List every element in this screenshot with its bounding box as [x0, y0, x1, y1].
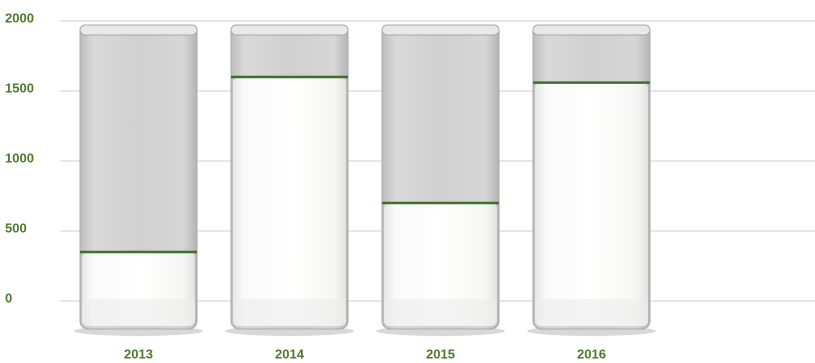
glass-base: [82, 299, 195, 326]
glass-rim: [79, 24, 198, 36]
milk: [384, 203, 497, 326]
glass-base: [535, 299, 648, 326]
milk: [535, 82, 648, 326]
glass-rim: [381, 24, 500, 36]
x-tick-label: 2014: [275, 346, 305, 361]
glass-rim: [532, 24, 651, 36]
y-tick-label: 500: [5, 220, 27, 235]
y-tick-label: 0: [5, 290, 12, 305]
x-tick-label: 2015: [426, 346, 455, 361]
y-tick-label: 2000: [5, 10, 34, 25]
milk: [233, 77, 346, 326]
x-tick-label: 2016: [577, 346, 606, 361]
y-tick-label: 1500: [5, 80, 34, 95]
x-tick-label: 2013: [124, 346, 153, 361]
glass-rim: [230, 24, 349, 36]
glass-base: [233, 299, 346, 326]
glass-base: [384, 299, 497, 326]
y-tick-label: 1000: [5, 150, 34, 165]
